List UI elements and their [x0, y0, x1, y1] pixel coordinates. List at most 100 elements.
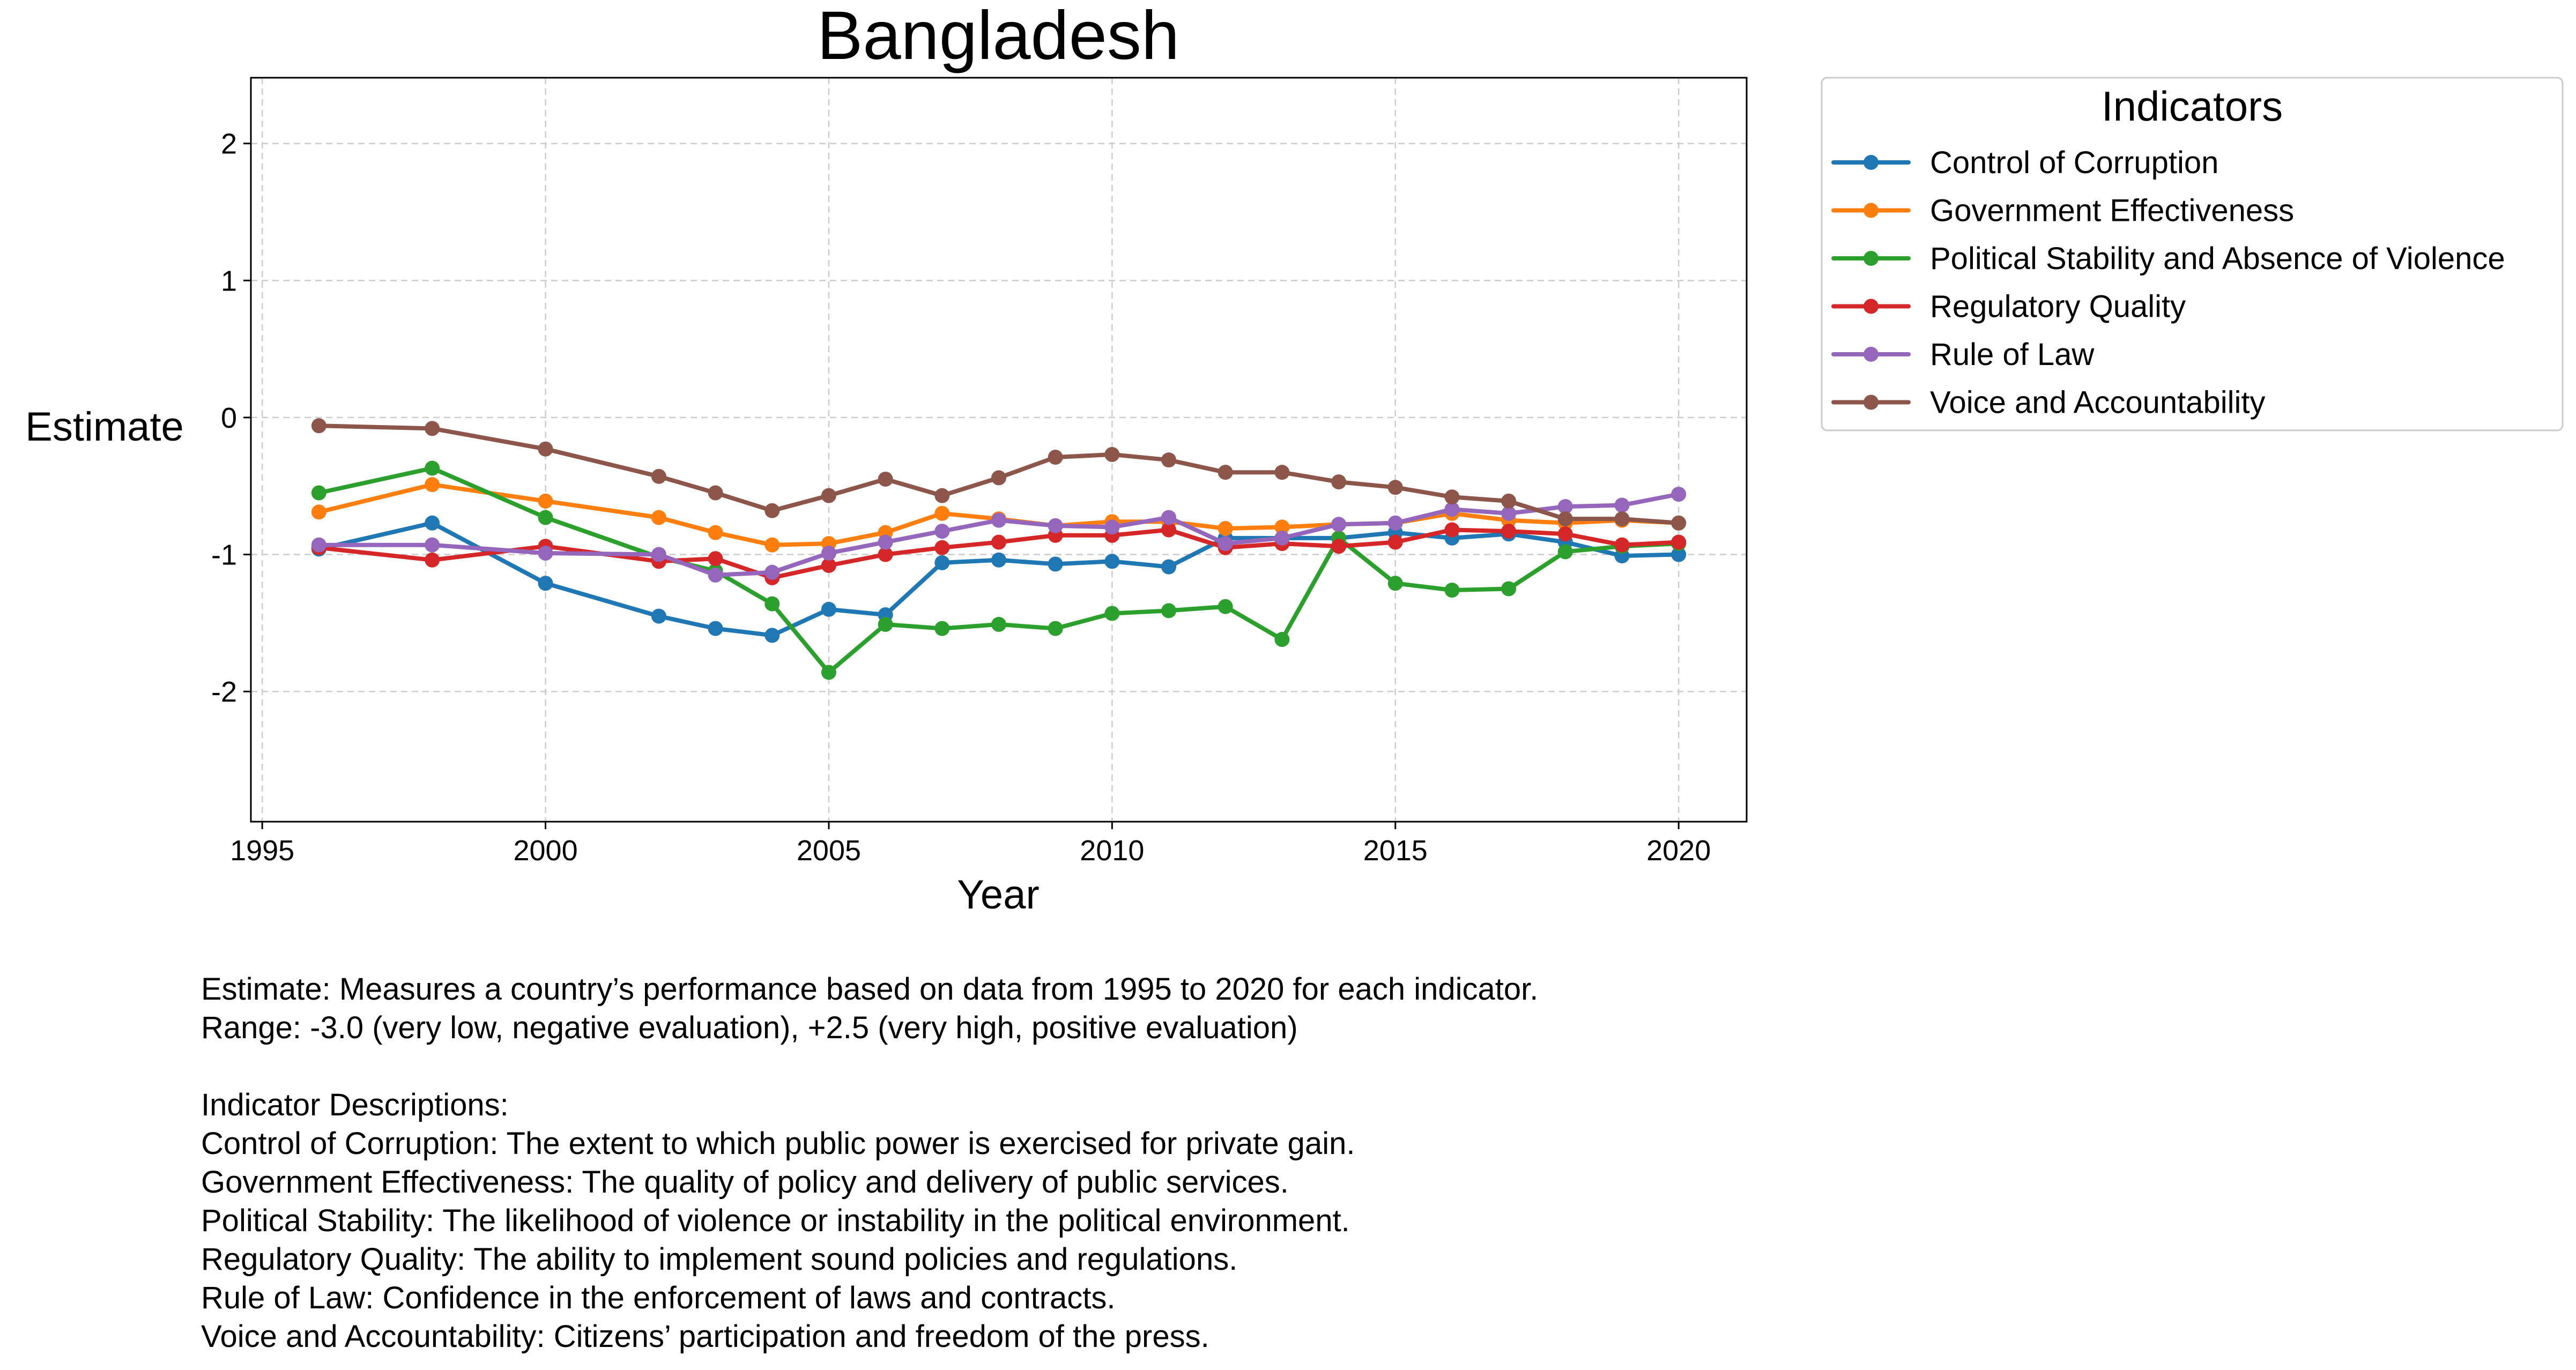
- data-point: [651, 510, 666, 525]
- data-point: [708, 485, 723, 501]
- data-point: [651, 547, 666, 562]
- data-point: [991, 552, 1006, 568]
- data-point: [1274, 530, 1290, 546]
- data-point: [878, 534, 893, 550]
- note-description: Political Stability: The likelihood of v…: [201, 1203, 1350, 1238]
- y-axis-label: Estimate: [25, 404, 184, 450]
- data-point: [1557, 499, 1573, 515]
- data-point: [764, 628, 780, 643]
- data-point: [1161, 510, 1177, 525]
- series-control-of-corruption: [311, 515, 1687, 643]
- data-point: [934, 621, 950, 636]
- data-point: [425, 515, 440, 531]
- grid-lines: [251, 78, 1747, 822]
- data-point: [708, 621, 723, 636]
- legend-marker: [1864, 347, 1879, 362]
- data-point: [1104, 446, 1120, 462]
- data-point: [1048, 518, 1063, 533]
- data-point: [1104, 606, 1120, 621]
- series-line: [316, 527, 1681, 580]
- data-point: [1444, 583, 1460, 598]
- data-point: [538, 493, 553, 509]
- legend-entry: Government Effectiveness: [1831, 193, 2294, 228]
- data-point: [1218, 599, 1233, 614]
- data-point: [1331, 517, 1347, 532]
- legend-entry: Political Stability and Absence of Viole…: [1831, 241, 2505, 276]
- data-point: [1671, 487, 1687, 502]
- data-point: [708, 551, 723, 567]
- data-point: [538, 576, 553, 591]
- legend-marker: [1864, 203, 1879, 218]
- x-tick-label: 2020: [1646, 835, 1711, 867]
- series-rule-of-law: [311, 487, 1687, 583]
- legend-label: Voice and Accountability: [1930, 385, 2266, 420]
- data-point: [934, 505, 950, 521]
- legend-marker: [1864, 299, 1879, 314]
- legend-frame: [1821, 77, 2564, 431]
- data-point: [1218, 520, 1233, 536]
- note-description: Government Effectiveness: The quality of…: [201, 1165, 1289, 1200]
- data-point: [991, 470, 1006, 486]
- series-voice-and-accountability: [311, 418, 1687, 531]
- note-spacer: [201, 1047, 2453, 1086]
- x-tick-label: 2010: [1080, 835, 1144, 867]
- x-tick-label: 2000: [513, 835, 577, 867]
- data-point: [1274, 465, 1290, 480]
- legend-label: Government Effectiveness: [1930, 193, 2294, 228]
- data-point: [934, 524, 950, 539]
- data-point: [1104, 554, 1120, 569]
- data-point: [1501, 524, 1517, 539]
- legend-label: Regulatory Quality: [1930, 289, 2186, 324]
- chart-notes: Estimate: Measures a country’s performan…: [201, 970, 2453, 1356]
- data-point: [1387, 515, 1403, 531]
- data-point: [425, 552, 440, 568]
- data-point: [991, 512, 1006, 528]
- data-point: [991, 616, 1006, 632]
- data-point: [1614, 537, 1630, 553]
- chart-title: Bangladesh: [817, 0, 1179, 74]
- legend-entries: Control of Corruption Government Effectiv…: [1831, 145, 2505, 420]
- y-tick-label: 0: [221, 402, 237, 434]
- data-point: [1387, 480, 1403, 495]
- data-point: [934, 540, 950, 555]
- series-line: [316, 482, 1681, 547]
- data-point: [821, 665, 836, 680]
- series-line: [316, 423, 1681, 525]
- data-point: [1161, 522, 1177, 538]
- data-point: [1274, 632, 1290, 647]
- data-point: [1048, 556, 1063, 572]
- data-point: [425, 477, 440, 493]
- data-point: [764, 596, 780, 612]
- data-point: [311, 485, 326, 501]
- data-point: [878, 547, 893, 562]
- x-tick-label: 2005: [797, 835, 861, 867]
- data-point: [425, 537, 440, 553]
- data-point: [821, 545, 836, 561]
- data-point: [1048, 621, 1063, 636]
- data-point: [1501, 581, 1517, 597]
- data-point: [311, 418, 326, 434]
- data-point: [425, 460, 440, 476]
- data-point: [878, 471, 893, 487]
- x-axis-label: Year: [957, 872, 1040, 918]
- data-point: [764, 503, 780, 518]
- legend-marker: [1864, 394, 1879, 410]
- note-range: Range: -3.0 (very low, negative evaluati…: [201, 1010, 1298, 1045]
- data-point: [1671, 534, 1687, 550]
- data-point: [1444, 489, 1460, 505]
- plot-frame: [250, 77, 1748, 823]
- data-point: [311, 537, 326, 553]
- data-point: [1444, 502, 1460, 517]
- data-point: [1501, 493, 1517, 509]
- data-point: [1387, 576, 1403, 591]
- data-point: [1444, 522, 1460, 538]
- data-point: [1614, 497, 1630, 513]
- data-point: [1218, 536, 1233, 552]
- data-point: [538, 441, 553, 457]
- data-point: [1557, 511, 1573, 527]
- y-tick-label: 1: [221, 265, 237, 297]
- data-point: [1274, 519, 1290, 535]
- data-point: [821, 557, 836, 573]
- note-description: Control of Corruption: The extent to whi…: [201, 1126, 1355, 1161]
- note-description: Rule of Law: Confidence in the enforceme…: [201, 1280, 1116, 1315]
